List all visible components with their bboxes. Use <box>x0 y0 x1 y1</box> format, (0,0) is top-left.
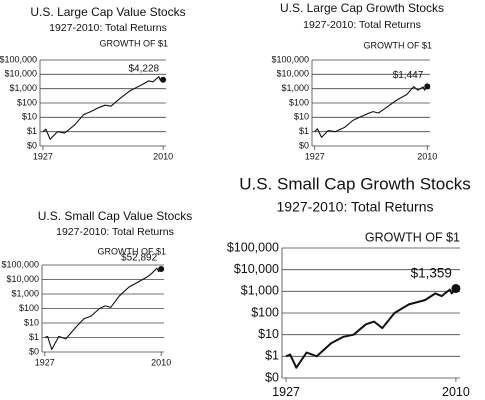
value-label: $1,447 <box>393 70 424 81</box>
y-tick-label: $0 <box>29 346 39 356</box>
value-label: $1,359 <box>411 266 452 281</box>
value-label: $4,228 <box>129 63 160 74</box>
x-tick-label: 1927 <box>33 151 53 161</box>
y-tick-label: $1,000 <box>9 83 37 93</box>
y-tick-label: $10,000 <box>4 69 37 79</box>
y-tick-label: $100,000 <box>271 54 309 64</box>
y-tick-label: $10,000 <box>234 262 279 276</box>
y-tick-label: $100,000 <box>0 54 37 64</box>
line <box>42 76 164 140</box>
y-tick-label: $10 <box>258 327 279 341</box>
y-tick-label: $1 <box>29 332 39 342</box>
value-label: $52,892 <box>121 253 158 264</box>
chart-title: U.S. Small Cap Value Stocks <box>38 209 193 223</box>
end-point <box>451 283 461 293</box>
chart-subtitle: 1927-2010: Total Returns <box>49 22 167 34</box>
x-tick-label: 1927 <box>272 385 300 399</box>
y-tick-label: $0 <box>27 140 37 150</box>
y-tick-label: $100 <box>17 97 37 107</box>
chart-subtitle: 1927-2010: Total Returns <box>56 226 174 238</box>
y-tick-label: $1 <box>265 349 279 363</box>
y-tick-label: $0 <box>299 140 309 150</box>
y-tick-label: $10,000 <box>276 69 309 79</box>
y-tick-label: $100 <box>289 97 309 107</box>
y-tick-label: $1,000 <box>281 83 309 93</box>
chart-subtitle: 1927-2010: Total Returns <box>303 19 421 31</box>
line <box>285 287 457 369</box>
x-tick-label: 2010 <box>153 151 173 161</box>
y-tick-label: $100,000 <box>227 240 279 254</box>
annotation: GROWTH OF $1 <box>365 230 460 244</box>
y-tick-label: $1,000 <box>11 288 39 298</box>
y-tick-label: $10 <box>294 112 309 122</box>
y-tick-label: $10 <box>22 112 37 122</box>
annotation: GROWTH OF $1 <box>99 38 168 48</box>
chart-title: U.S. Small Cap Growth Stocks <box>239 174 470 193</box>
chart-title: U.S. Large Cap Growth Stocks <box>280 1 444 15</box>
y-tick-label: $1,000 <box>241 284 279 298</box>
annotation: GROWTH OF $1 <box>97 246 166 256</box>
y-tick-label: $10,000 <box>6 274 39 284</box>
chart-title: U.S. Large Cap Value Stocks <box>30 5 185 19</box>
y-tick-label: $100 <box>251 305 279 319</box>
line <box>44 267 162 350</box>
y-tick-label: $100 <box>19 303 39 313</box>
chart-subtitle: 1927-2010: Total Returns <box>277 199 434 215</box>
end-point <box>158 266 165 273</box>
x-tick-label: 1927 <box>35 357 55 367</box>
x-tick-label: 2010 <box>417 151 437 161</box>
y-tick-label: $0 <box>265 370 279 384</box>
x-tick-label: 2010 <box>442 385 470 399</box>
y-tick-label: $10 <box>24 317 39 327</box>
end-point <box>424 83 431 90</box>
annotation: GROWTH OF $1 <box>363 40 432 50</box>
y-tick-label: $1 <box>299 126 309 136</box>
y-tick-label: $100,000 <box>1 259 39 269</box>
end-point <box>160 76 167 83</box>
line <box>314 86 428 138</box>
y-tick-label: $1 <box>27 126 37 136</box>
x-tick-label: 1927 <box>305 151 325 161</box>
x-tick-label: 2010 <box>151 357 171 367</box>
